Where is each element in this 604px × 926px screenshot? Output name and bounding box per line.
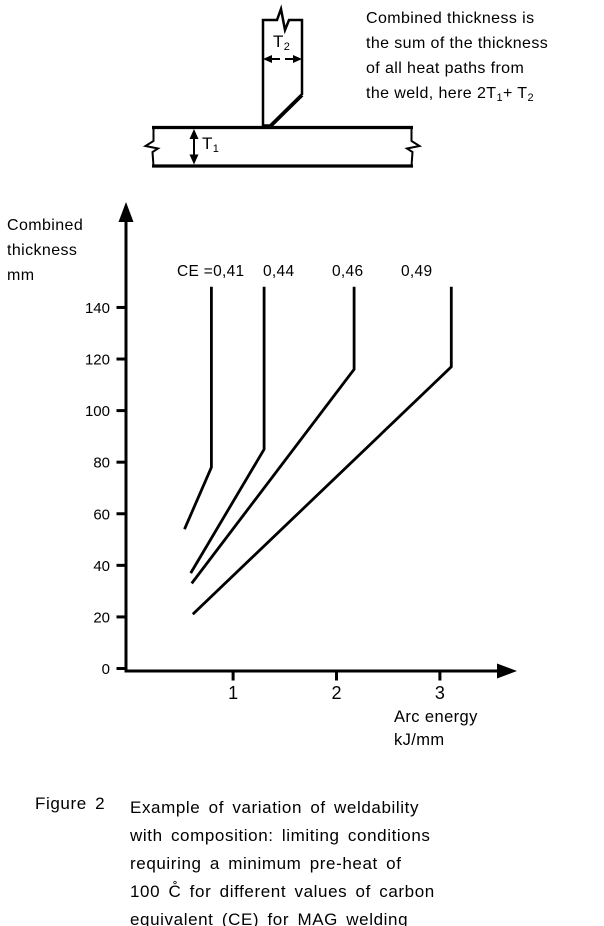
base-plate-right-break [404, 127, 423, 167]
x-axis-title-line: kJ/mm [394, 731, 445, 749]
y-tick-label: 60 [93, 506, 110, 523]
combined-thickness-note: Combined thickness is the sum of the thi… [366, 6, 548, 111]
series-label-ce-0,44: 0,44 [263, 263, 295, 280]
series-label-ce-0,41: CE =0,41 [177, 263, 245, 280]
figure-caption-tag: Figure 2 [35, 794, 106, 813]
caption-line: 100 C̊ for different values of carbon [130, 882, 435, 901]
x-axis-title-line: Arc energy [394, 708, 478, 726]
y-axis-title-line: mm [7, 267, 35, 284]
x-axis-arrowhead-icon [497, 663, 517, 679]
y-tick-label: 40 [93, 558, 110, 575]
y-tick-label: 0 [102, 661, 110, 678]
series-label-ce-0,46: 0,46 [332, 263, 364, 280]
caption-line: requiring a minimum pre-heat of [130, 854, 402, 873]
upright-plate-outline [261, 4, 304, 126]
y-axis-title-line: thickness [7, 242, 78, 259]
chart-axes [118, 202, 517, 679]
note-formula-line: the weld, here 2T1+ T2 [366, 81, 548, 111]
t1-dim-down-arrowhead-icon [189, 154, 199, 165]
t2-dimension-label: T2 [273, 32, 290, 53]
y-axis-title: Combined thickness mm [7, 213, 83, 288]
y-axis-arrowhead-icon [118, 202, 134, 222]
formula-text: the weld, here 2T [366, 85, 497, 102]
base-plate-left-break [142, 127, 161, 167]
t1-dim-up-arrowhead-icon [189, 129, 199, 139]
chart-plot-layer: 0 20 40 60 80 100 120 140 1 2 3 [85, 286, 453, 703]
weld-sketch [142, 4, 423, 168]
x-tick-label: 2 [331, 683, 341, 703]
t1-base: T [202, 134, 213, 153]
t1-dimension-label: T1 [202, 134, 219, 155]
y-axis-title-line: Combined [7, 217, 84, 234]
t2-base: T [273, 32, 284, 51]
series-line-ce-0,46 [190, 286, 356, 585]
y-tick-label: 140 [85, 300, 110, 317]
formula-mid: + T [502, 85, 528, 102]
series-line-ce-0,41 [183, 286, 213, 530]
caption-line: equivalent (CE) for MAG welding [130, 910, 409, 926]
x-tick-label: 1 [228, 683, 238, 703]
t2-dim-right-arrowhead-icon [293, 55, 302, 63]
series-line-ce-0,49 [191, 286, 453, 616]
figure-caption: Example of variation of weldability with… [130, 794, 435, 926]
weld-chamfer [269, 93, 304, 127]
formula-sub1: 1 [496, 92, 503, 104]
y-tick-label: 20 [93, 609, 110, 626]
series-line-ce-0,44 [189, 286, 266, 574]
y-tick-label: 100 [85, 403, 110, 420]
note-line: Combined thickness is [366, 10, 535, 27]
note-line: of all heat paths from [366, 60, 525, 77]
series-label-ce-0,49: 0,49 [401, 263, 433, 280]
caption-line: Example of variation of weldability [130, 798, 420, 817]
y-tick-label: 120 [85, 352, 110, 369]
formula-sub2: 2 [527, 92, 534, 104]
t2-sub: 2 [283, 41, 291, 53]
x-axis-title: Arc energy kJ/mm [394, 706, 478, 752]
y-tick-label: 80 [93, 455, 110, 472]
caption-line: with composition: limiting conditions [130, 826, 431, 845]
t1-sub: 1 [212, 143, 220, 155]
t2-dim-left-arrowhead-icon [263, 55, 272, 63]
note-line: the sum of the thickness [366, 35, 549, 52]
x-tick-label: 3 [435, 683, 445, 703]
